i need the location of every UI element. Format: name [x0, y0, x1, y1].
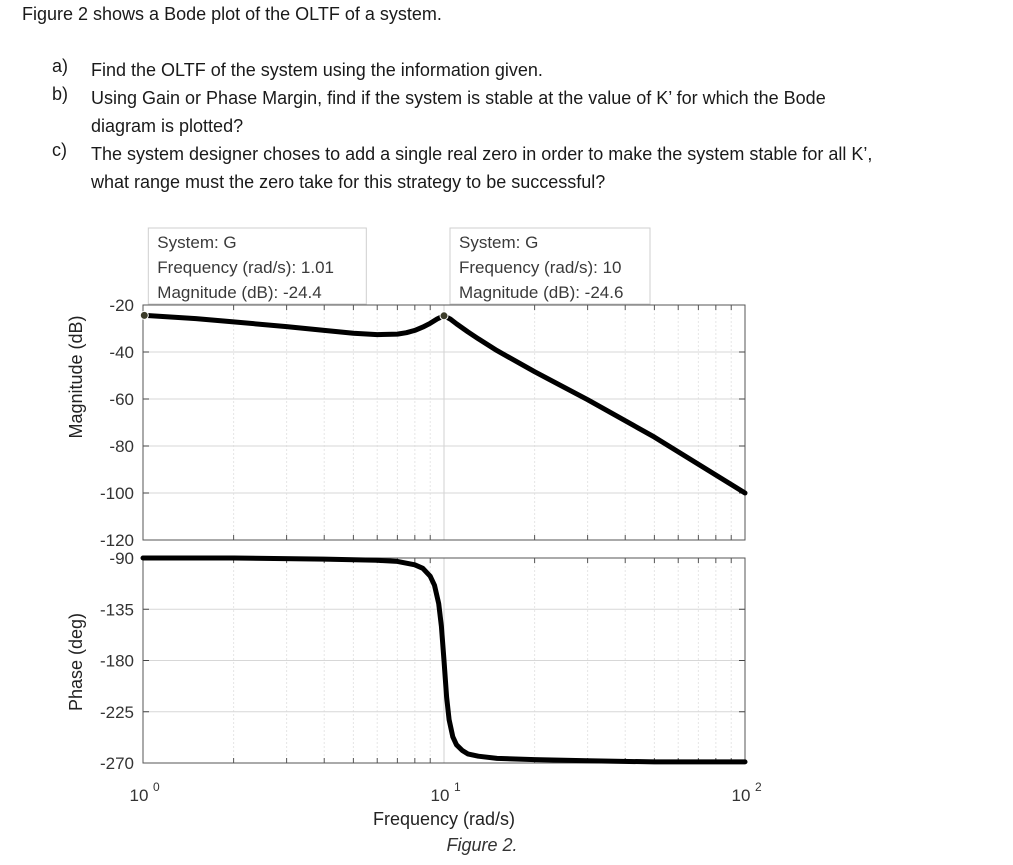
phase-axis-label: Phase (deg) — [66, 613, 86, 711]
y-tick-label: -225 — [100, 703, 134, 722]
question-line: The system designer choses to add a sing… — [91, 144, 873, 164]
y-tick-label: -135 — [100, 600, 134, 619]
datatip-box — [449, 227, 651, 305]
axes-frame — [142, 304, 746, 541]
x-tick-label: 10 0 — [130, 780, 160, 805]
datatip-system: System: G — [157, 233, 236, 252]
x-tick-base: 10 — [732, 786, 751, 805]
question-line: diagram is plotted? — [91, 116, 244, 136]
series-line — [140, 312, 748, 496]
x-tick-exponent: 2 — [755, 780, 762, 794]
question-line: what range must the zero take for this s… — [91, 172, 606, 192]
y-tick-label: -100 — [100, 484, 134, 503]
y-tick-label: -40 — [109, 343, 134, 362]
y-tick-label: -270 — [100, 754, 134, 773]
datatip[interactable]: System: G Frequency (rad/s): 10 Magnitude … — [439, 227, 651, 321]
datatip-magnitude: Magnitude (dB): -24.6 — [459, 283, 623, 302]
datatip-system: System: G — [459, 233, 538, 252]
question-label: b) — [52, 84, 69, 104]
datatip-marker[interactable] — [439, 311, 449, 321]
x-tick-label: 10 2 — [732, 780, 762, 805]
frequency-axis-label: Frequency (rad/s) — [373, 809, 515, 829]
question-line: Using Gain or Phase Margin, find if the … — [91, 88, 826, 108]
y-tick-label: -80 — [109, 437, 134, 456]
x-tick-exponent: 1 — [454, 780, 461, 794]
x-tick-base: 10 — [130, 786, 149, 805]
datatip-box — [147, 227, 367, 305]
series-line — [140, 555, 748, 765]
grid — [142, 304, 746, 541]
datatip[interactable]: System: G Frequency (rad/s): 1.01 Magnitud… — [139, 227, 367, 320]
x-tick-label: 10 1 — [431, 780, 461, 805]
question-text: The system designer choses to add a sing… — [91, 140, 872, 196]
datatip-magnitude: Magnitude (dB): -24.4 — [157, 283, 321, 302]
y-tick-label: -90 — [109, 549, 134, 568]
x-tick-exponent: 0 — [153, 780, 160, 794]
datatip-frequency: Frequency (rad/s): 10 — [459, 258, 622, 277]
datatip-frequency: Frequency (rad/s): 1.01 — [157, 258, 334, 277]
question-text: Find the OLTF of the system using the in… — [91, 56, 543, 84]
y-tick-label: -180 — [100, 652, 134, 671]
magnitude-axis-label: Magnitude (dB) — [66, 315, 86, 438]
question-line: Find the OLTF of the system using the in… — [91, 60, 543, 80]
question-label: a) — [52, 56, 69, 76]
datatip-marker[interactable] — [139, 310, 149, 320]
y-tick-label: -20 — [109, 296, 134, 315]
problem-intro: Figure 2 shows a Bode plot of the OLTF o… — [22, 4, 442, 24]
figure-caption: Figure 2. — [446, 835, 517, 855]
question-label: c) — [52, 140, 67, 160]
magnitude-panel: -20 -40 -60 -80 -100 -120 System: G Frequency (… — [100, 227, 748, 550]
question-text: Using Gain or Phase Margin, find if the … — [91, 84, 826, 140]
y-tick-label: -60 — [109, 390, 134, 409]
x-tick-base: 10 — [431, 786, 450, 805]
phase-panel: -90 -135 -180 -225 -270 10 0 10 1 10 2 — [100, 549, 762, 805]
axes-frame — [142, 557, 746, 764]
y-tick-label: -120 — [100, 531, 134, 550]
